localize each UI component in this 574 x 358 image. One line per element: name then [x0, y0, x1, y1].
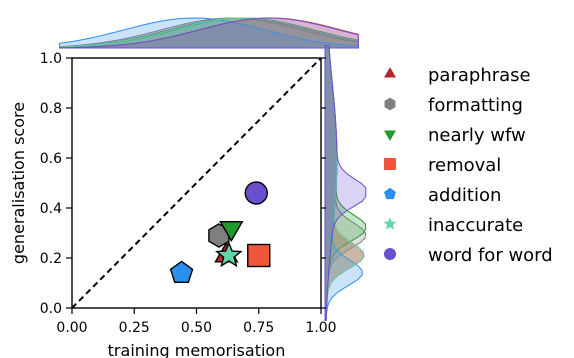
- x-tick-label: 0.25: [119, 320, 150, 336]
- axis-ticks: 0.00 0.25 0.50 0.75 1.00 0.0 0.2 0.4 0.6 0.8 1.0: [40, 51, 337, 336]
- right-marginal-density: [324, 45, 367, 321]
- y-tick-label: 0.0: [40, 301, 62, 317]
- x-axis-label: training memorisation: [108, 341, 286, 358]
- y-axis-label: generalisation score: [9, 102, 28, 264]
- x-tick-label: 0.00: [56, 320, 87, 336]
- legend-label-addition: addition: [428, 185, 501, 206]
- legend-marker-inaccurate: [383, 217, 397, 230]
- point-addition: [169, 260, 194, 284]
- top-density-inaccurate: [59, 17, 359, 49]
- data-points: [169, 181, 271, 284]
- point-removal: [247, 243, 271, 268]
- y-tick-label: 0.4: [40, 201, 62, 217]
- y-tick-label: 0.8: [40, 101, 62, 117]
- legend-label-inaccurate: inaccurate: [428, 215, 523, 236]
- legend-marker-formatting: [384, 97, 396, 111]
- top-density-addition: [59, 17, 359, 49]
- legend-label-formatting: formatting: [428, 95, 523, 116]
- y-tick-label: 0.6: [40, 151, 62, 167]
- top-marginal-density: [59, 17, 359, 49]
- point-word-for-word: [244, 181, 268, 205]
- identity-diagonal-line: [71, 57, 322, 309]
- legend-marker-paraphrase: [384, 67, 396, 78]
- x-tick-label: 1.00: [305, 320, 336, 336]
- legend-marker-removal: [384, 158, 396, 170]
- legend-label-paraphrase: paraphrase: [428, 65, 531, 86]
- legend-label-word-for-word: word for word: [428, 245, 553, 266]
- y-tick-label: 0.2: [40, 251, 62, 267]
- legend-label-removal: removal: [428, 155, 501, 176]
- legend-label-nearly-wfw: nearly wfw: [428, 125, 526, 146]
- x-tick-label: 0.50: [181, 320, 212, 336]
- point-inaccurate: [215, 240, 243, 268]
- legend-marker-nearly-wfw: [384, 130, 396, 141]
- top-density-word-for-word: [59, 17, 359, 49]
- legend-marker-addition: [384, 187, 396, 200]
- y-tick-label: 1.0: [40, 51, 62, 67]
- x-tick-label: 0.75: [243, 320, 274, 336]
- right-density-word-for-word: [324, 45, 367, 321]
- legend: paraphrase formatting nearly wfw removal add…: [383, 65, 553, 266]
- legend-marker-word-for-word: [384, 248, 396, 260]
- point-nearly-wfw: [219, 220, 244, 243]
